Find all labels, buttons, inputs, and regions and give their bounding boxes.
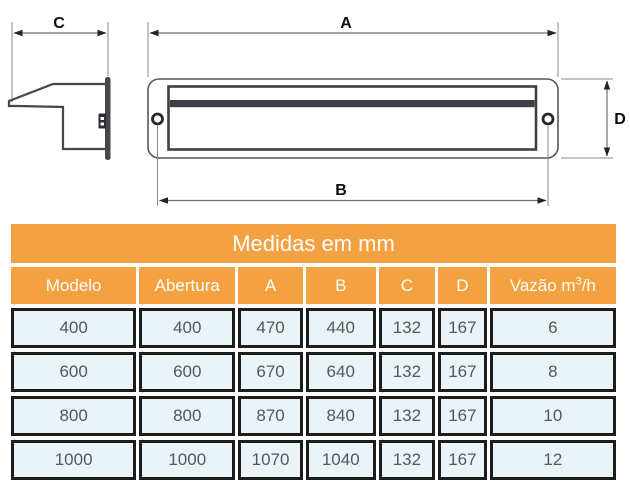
wall-plate [105,77,111,160]
cell-d: 167 [438,396,487,436]
col-header-d: D [438,267,487,304]
table-row: 600 600 670 640 132 167 8 [11,352,616,392]
cell-d: 167 [438,352,487,392]
louver-bar [170,100,535,108]
cell-b: 1040 [305,440,376,480]
table-title: Medidas em mm [11,224,616,263]
table-header-row: Modelo Abertura A B C D Vazão m3/h [11,267,616,304]
cell-c: 132 [378,352,436,392]
cell-modelo: 1000 [11,440,137,480]
cell-vazao: 8 [489,352,616,392]
cell-vazao: 12 [489,440,616,480]
measurements-table-section: Medidas em mm Modelo Abertura A B C D Va… [8,220,619,484]
cell-abertura: 400 [139,308,236,348]
dim-label-c: C [53,15,65,32]
cell-c: 132 [378,396,436,436]
col-header-modelo: Modelo [11,267,137,304]
cell-modelo: 800 [11,396,137,436]
cell-vazao: 10 [489,396,616,436]
col-header-a: A [238,267,303,304]
col-header-c: C [378,267,436,304]
table-title-row: Medidas em mm [11,224,616,263]
cell-b: 440 [305,308,376,348]
vazao-sup: 3 [575,274,582,287]
table-row: 400 400 470 440 132 167 6 [11,308,616,348]
cell-abertura: 1000 [139,440,236,480]
cell-b: 840 [305,396,376,436]
mounting-clip [98,113,106,129]
cell-modelo: 600 [11,352,137,392]
cell-a: 470 [238,308,303,348]
vazao-base: Vazão m [509,275,576,295]
cell-a: 870 [238,396,303,436]
cell-a: 670 [238,352,303,392]
cell-d: 167 [438,440,487,480]
hood-profile-outline [7,82,106,151]
table-row: 1000 1000 1070 1040 132 167 12 [11,440,616,480]
cell-abertura: 600 [139,352,236,392]
cell-d: 167 [438,308,487,348]
cell-b: 640 [305,352,376,392]
screw-hole-left [151,112,164,126]
cell-modelo: 400 [11,308,137,348]
technical-drawing-area: C A [0,0,630,218]
cell-a: 1070 [238,440,303,480]
col-header-abertura: Abertura [139,267,236,304]
cell-vazao: 6 [489,308,616,348]
cell-c: 132 [378,440,436,480]
col-header-b: B [305,267,376,304]
grille-inner-frame [167,85,538,151]
cell-abertura: 800 [139,396,236,436]
screw-hole-right [541,112,555,126]
table-row: 800 800 870 840 132 167 10 [11,396,616,436]
front-view-drawing: A D B [147,15,626,206]
dim-label-b: B [335,182,347,199]
side-view-drawing: C [7,15,111,160]
vent-drawing-svg: C A [7,15,626,206]
dim-label-d: D [614,111,626,128]
dim-label-a: A [340,15,352,32]
col-header-vazao: Vazão m3/h [489,267,616,304]
vazao-rest: /h [581,275,596,295]
cell-c: 132 [378,308,436,348]
measurements-table: Medidas em mm Modelo Abertura A B C D Va… [8,220,619,484]
